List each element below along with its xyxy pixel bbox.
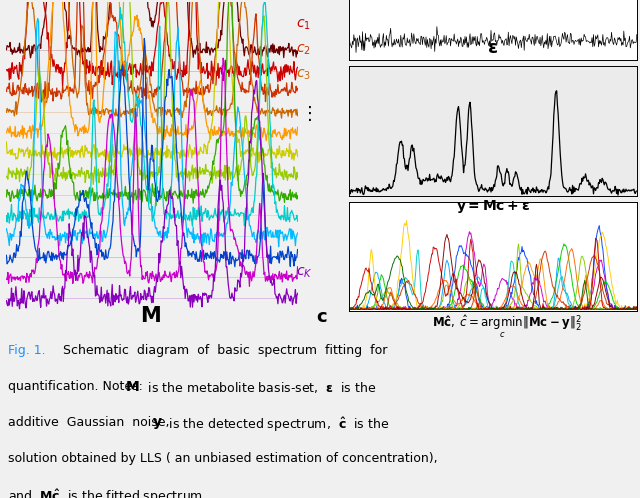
Text: $\mathbf{y = Mc + \varepsilon}$: $\mathbf{y = Mc + \varepsilon}$ [456,198,530,215]
Text: $\mathbf{M\hat{c}},\;\hat{c}=\underset{c}{\mathrm{argmin}}\|\mathbf{Mc-y}\|_{2}^: $\mathbf{M\hat{c}},\;\hat{c}=\underset{c… [433,314,582,340]
Text: $c_3$: $c_3$ [296,67,311,82]
Text: $c_2$: $c_2$ [296,43,311,57]
Text: $\mathbf{M}$: $\mathbf{M}$ [140,306,161,326]
Text: $\vdots$: $\vdots$ [300,104,312,123]
Text: $\mathbf{c}$: $\mathbf{c}$ [316,308,327,326]
Text: $\mathbf{y}$: $\mathbf{y}$ [152,416,163,431]
Text: $\mathbf{M}$: $\mathbf{M}$ [125,379,140,394]
Text: Schematic  diagram  of  basic  spectrum  fitting  for: Schematic diagram of basic spectrum fitt… [63,344,387,357]
Text: quantification. Notes:: quantification. Notes: [8,379,150,393]
Text: is the detected spectrum,  $\mathbf{\hat{c}}$  is the: is the detected spectrum, $\mathbf{\hat{… [161,416,390,434]
Text: $\boldsymbol{\varepsilon}$: $\boldsymbol{\varepsilon}$ [487,39,499,57]
Text: solution obtained by LLS ( an unbiased estimation of concentration),: solution obtained by LLS ( an unbiased e… [8,452,437,465]
Text: and  $\mathbf{M\hat{c}}$  is the fitted spectrum.: and $\mathbf{M\hat{c}}$ is the fitted sp… [8,488,207,498]
Text: additive  Gaussian  noise,: additive Gaussian noise, [8,416,177,429]
Text: Fig. 1.: Fig. 1. [8,344,45,357]
Text: is the metabolite basis-set,  $\boldsymbol{\varepsilon}$  is the: is the metabolite basis-set, $\boldsymbo… [140,379,376,395]
Text: $c_1$: $c_1$ [296,18,311,32]
Text: $c_K$: $c_K$ [296,266,313,280]
